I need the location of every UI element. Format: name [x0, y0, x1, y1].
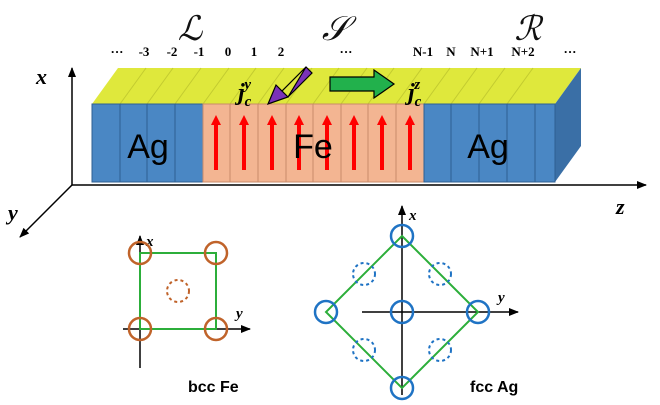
fcc-face-atom — [352, 262, 376, 286]
bcc-atom — [127, 316, 153, 342]
index-label: -3 — [139, 44, 150, 59]
index-label: N-1 — [413, 44, 433, 59]
bcc-atom — [203, 316, 229, 342]
bcc-y-label: y — [234, 306, 243, 322]
z-axis-label: z — [615, 194, 625, 219]
bcc-fe-lattice: x y bcc Fe — [123, 234, 251, 396]
fcc-face-atom — [428, 262, 452, 286]
region-label-left: ℒ — [178, 11, 204, 48]
region-label-middle: 𝒮 — [322, 11, 357, 48]
index-label: -2 — [167, 44, 178, 59]
fcc-face-atom — [352, 338, 376, 362]
region-label-right: ℛ — [514, 11, 544, 48]
bcc-fe-caption: bcc Fe — [188, 379, 239, 396]
jy-current-arrow — [266, 66, 313, 106]
bcc-x-label: x — [145, 234, 154, 250]
fcc-atom — [313, 299, 339, 325]
fcc-atom — [389, 223, 415, 249]
material-label-ag-left: Ag — [127, 128, 169, 166]
index-mid-ellipsis: ··· — [339, 44, 352, 59]
y-axis-line — [19, 184, 73, 238]
fcc-ag-lattice: x y fcc Ag — [313, 205, 519, 401]
fcc-atom — [389, 375, 415, 401]
bcc-atom — [127, 240, 153, 266]
bcc-atom — [203, 240, 229, 266]
layer-indices: ··· -3 -2 -1 0 1 2 ··· N-1 N N+1 N+2 ··· — [110, 44, 576, 59]
x-axis-label: x — [35, 64, 47, 89]
jz-current-arrow — [329, 68, 396, 100]
index-label: N+1 — [470, 44, 493, 59]
fcc-center-atom — [389, 299, 415, 325]
fcc-x-label: x — [408, 208, 417, 224]
index-label: -1 — [194, 44, 205, 59]
fcc-y-label: y — [496, 290, 505, 306]
slab-side-face — [555, 68, 581, 182]
ag-left-layers — [91, 103, 204, 183]
bcc-unit-cell — [139, 252, 217, 330]
fcc-ag-caption: fcc Ag — [470, 379, 518, 396]
jy-current-label: jcy — [234, 77, 252, 110]
index-label: N+2 — [511, 44, 534, 59]
index-label: 2 — [278, 44, 285, 59]
fcc-atom — [465, 299, 491, 325]
jz-current-label: jcz — [404, 77, 422, 110]
material-label-fe: Fe — [293, 128, 333, 166]
material-label-ag-right: Ag — [467, 128, 509, 166]
index-right-ellipsis: ··· — [563, 44, 576, 59]
fcc-face-atom — [428, 338, 452, 362]
bcc-body-center-atom — [166, 279, 190, 303]
ag-right-layers — [423, 103, 556, 183]
index-label: 1 — [251, 44, 258, 59]
index-label: N — [446, 44, 456, 59]
axes-3d: x y z — [5, 64, 647, 238]
fcc-unit-cell — [324, 234, 480, 390]
spin-arrows — [211, 115, 415, 170]
index-label: 0 — [225, 44, 232, 59]
y-axis-label: y — [5, 200, 18, 225]
index-left-ellipsis: ··· — [110, 44, 123, 59]
